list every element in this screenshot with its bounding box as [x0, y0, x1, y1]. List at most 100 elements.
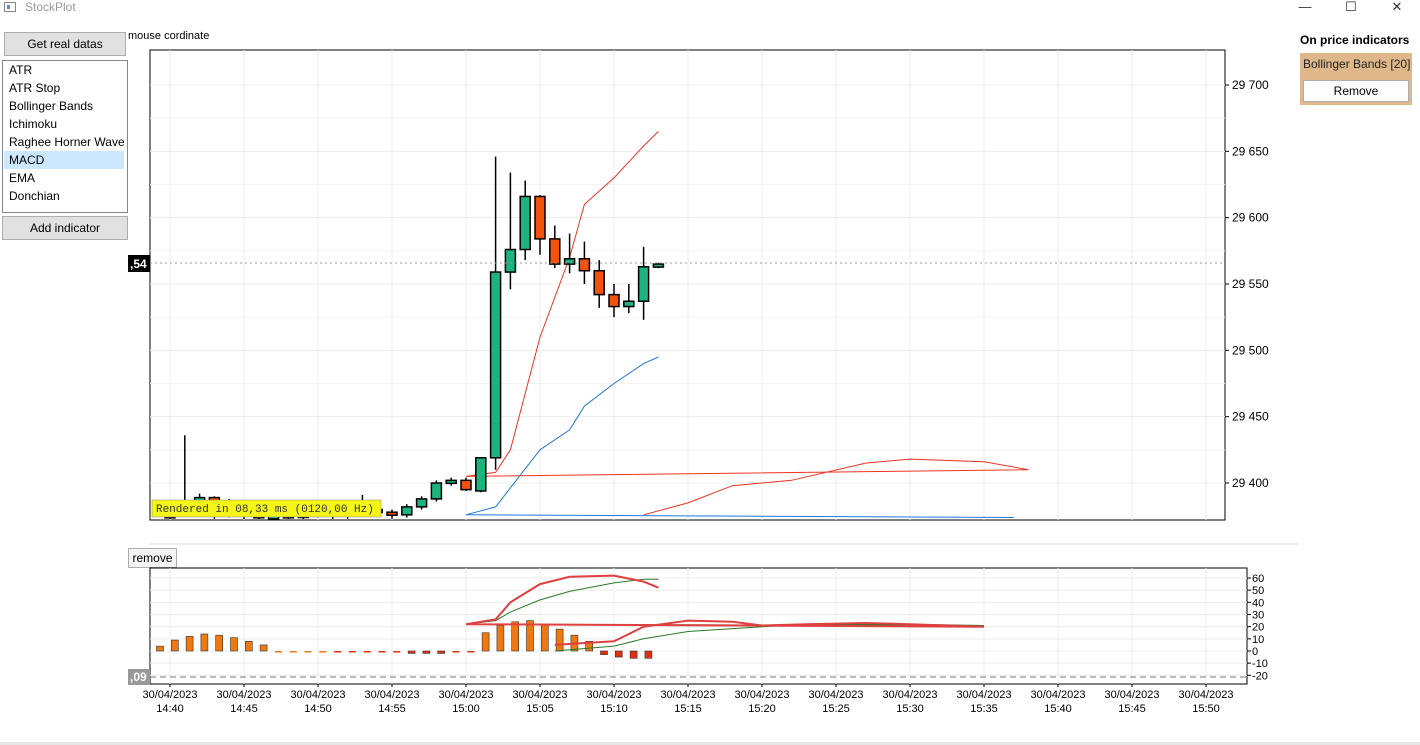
indicator-panel: Bollinger Bands [20] Remove — [1300, 53, 1412, 105]
add-indicator-button[interactable]: Add indicator — [2, 216, 128, 240]
macd-histogram-bar — [511, 621, 520, 652]
macd-histogram-bar — [422, 650, 431, 654]
macd-histogram-bar — [437, 650, 446, 654]
close-button[interactable]: ✕ — [1391, 0, 1403, 14]
bollinger-bands — [465, 131, 1029, 518]
on-price-indicators-title: On price indicators — [1300, 33, 1410, 47]
x-tick-time: 15:20 — [748, 703, 776, 715]
sub-y-tick-label: 50 — [1252, 585, 1264, 597]
macd-histogram-bar — [274, 651, 282, 653]
macd-histogram-bar — [378, 651, 386, 653]
candle-body — [430, 482, 443, 500]
macd-histogram-bar — [334, 651, 342, 653]
sub-y-tick-label: 10 — [1252, 634, 1264, 646]
candle-body — [578, 258, 591, 272]
sub-y-tick-label: 40 — [1252, 597, 1264, 609]
macd-histogram-bar — [200, 633, 209, 652]
main-grid — [150, 50, 1225, 520]
x-tick-time: 15:50 — [1192, 703, 1220, 715]
x-tick-time: 15:40 — [1044, 703, 1072, 715]
x-tick-time: 15:05 — [526, 703, 554, 715]
candle-body — [504, 248, 517, 273]
candle-body — [593, 269, 605, 296]
indicator-list-item[interactable]: EMA — [9, 171, 36, 185]
indicator-list[interactable]: ATR ATR Stop Bollinger Bands Ichimoku Raghee… — [2, 60, 128, 213]
main-y-tick-label: 29 400 — [1232, 476, 1269, 490]
get-real-data-button[interactable]: Get real datas — [4, 32, 126, 56]
x-tick-date: 30/04/2023 — [1104, 689, 1159, 701]
remove-indicator-button[interactable]: Remove — [1303, 80, 1409, 102]
sub-cursor-badge — [128, 669, 150, 685]
macd-histogram-bar — [348, 651, 356, 653]
indicator-list-item[interactable]: Ichimoku — [9, 117, 58, 131]
x-tick-date: 30/04/2023 — [808, 689, 863, 701]
render-stats-box — [151, 499, 382, 518]
macd-histogram-bar — [393, 651, 401, 653]
x-tick-time: 15:45 — [1118, 703, 1146, 715]
macd-line — [465, 574, 985, 646]
main-y-tick-label: 29 550 — [1232, 277, 1269, 291]
status-strip — [0, 742, 1420, 745]
macd-histogram-bar — [614, 650, 623, 658]
indicator-name: Bollinger Bands [20] — [1303, 57, 1411, 71]
main-y-tick-label: 29 500 — [1232, 343, 1269, 357]
macd-histogram-bar — [644, 650, 653, 659]
cursor-price-label: ,54 — [130, 257, 147, 271]
x-tick-time: 15:00 — [452, 703, 480, 715]
indicator-list-item[interactable]: Donchian — [9, 189, 60, 203]
macd-histogram-bar — [629, 650, 638, 659]
indicator-list-item[interactable]: ATR — [9, 63, 33, 77]
main-y-tick-label: 29 650 — [1232, 144, 1269, 158]
indicator-list-item[interactable]: Bollinger Bands — [9, 99, 94, 113]
macd-histogram-bar — [185, 636, 194, 652]
sub-y-tick-label: 30 — [1252, 610, 1264, 622]
candle-body — [623, 300, 635, 308]
x-tick-time: 15:15 — [674, 703, 702, 715]
indicator-list-item[interactable]: ATR Stop — [9, 81, 61, 95]
candle-body — [549, 238, 561, 265]
render-stats-label: Rendered in 08,33 ms (0120,00 Hz) — [156, 504, 374, 516]
candle-body — [489, 271, 502, 459]
candle-body — [401, 506, 413, 516]
macd-histogram-bar — [452, 651, 460, 653]
macd-histogram-bar — [363, 651, 371, 653]
window-title: StockPlot — [25, 0, 76, 14]
x-tick-time: 14:40 — [156, 703, 184, 715]
cursor-price-badge — [128, 255, 150, 272]
macd-lines — [465, 574, 985, 652]
mouse-coordinate-label: mouse cordinate — [128, 30, 210, 42]
sub-y-tick-label: 0 — [1252, 646, 1258, 658]
x-tick-time: 15:30 — [896, 703, 924, 715]
candle-body — [608, 293, 620, 308]
sub-y-tick-label: 20 — [1252, 622, 1264, 634]
x-tick-date: 30/04/2023 — [734, 689, 789, 701]
minimize-button[interactable]: — — [1298, 0, 1312, 14]
indicator-list-item[interactable]: MACD — [4, 151, 124, 169]
candle-body — [519, 195, 531, 251]
maximize-button[interactable]: ☐ — [1345, 0, 1357, 14]
bb-upper-line — [465, 131, 1029, 516]
app-icon — [4, 2, 16, 12]
candle-body — [475, 457, 487, 492]
macd-histogram-bar — [467, 651, 475, 653]
x-tick-date: 30/04/2023 — [956, 689, 1011, 701]
candle-body — [386, 511, 398, 516]
macd-histogram-bar — [585, 640, 594, 652]
x-tick-date: 30/04/2023 — [216, 689, 271, 701]
x-tick-date: 30/04/2023 — [882, 689, 937, 701]
macd-histogram-bar — [481, 632, 490, 652]
macd-histogram-bar — [407, 650, 416, 654]
x-tick-date: 30/04/2023 — [438, 689, 493, 701]
x-tick-date: 30/04/2023 — [660, 689, 715, 701]
x-tick-time: 15:35 — [970, 703, 998, 715]
sub-grid — [150, 568, 1247, 684]
macd-signal-line — [465, 578, 985, 652]
x-tick-time: 15:10 — [600, 703, 628, 715]
macd-histogram-bar — [600, 650, 608, 655]
macd-histogram-bar — [496, 625, 505, 652]
macd-histogram-bar — [156, 645, 164, 652]
indicator-list-item[interactable]: Raghee Horner Wave — [9, 135, 125, 149]
macd-histogram-bar — [304, 651, 312, 653]
main-y-tick-label: 29 450 — [1232, 410, 1269, 424]
